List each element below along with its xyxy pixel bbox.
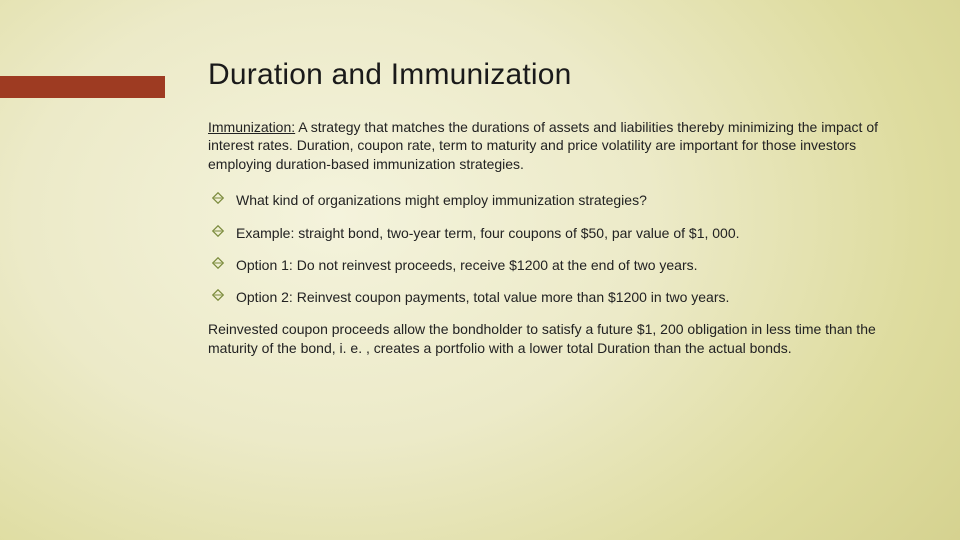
list-item: What kind of organizations might employ … [208,191,908,209]
outro-paragraph: Reinvested coupon proceeds allow the bon… [208,320,908,357]
list-item: Option 2: Reinvest coupon payments, tota… [208,288,908,306]
intro-paragraph: Immunization: A strategy that matches th… [208,118,908,173]
diamond-icon [212,289,224,301]
list-item: Example: straight bond, two-year term, f… [208,224,908,242]
diamond-icon [212,225,224,237]
bullet-text: Example: straight bond, two-year term, f… [236,225,740,241]
accent-bar [0,76,165,98]
slide-content: Duration and Immunization Immunization: … [208,58,908,357]
intro-text: A strategy that matches the durations of… [208,119,878,172]
bullet-text: Option 2: Reinvest coupon payments, tota… [236,289,729,305]
slide-title: Duration and Immunization [208,58,908,92]
bullet-text: What kind of organizations might employ … [236,192,647,208]
intro-term: Immunization: [208,119,295,135]
diamond-icon [212,257,224,269]
list-item: Option 1: Do not reinvest proceeds, rece… [208,256,908,274]
bullet-list: What kind of organizations might employ … [208,191,908,306]
bullet-text: Option 1: Do not reinvest proceeds, rece… [236,257,698,273]
diamond-icon [212,192,224,204]
